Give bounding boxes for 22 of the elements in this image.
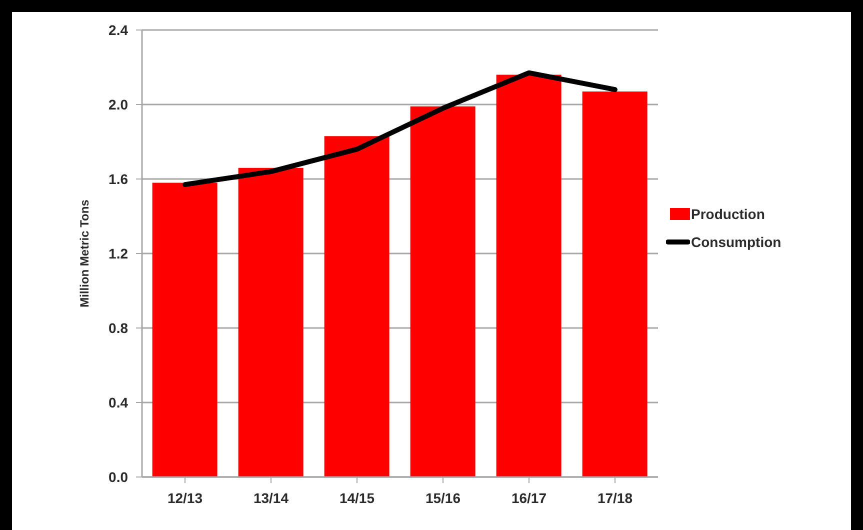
x-tick-label: 13/14 [253,490,289,506]
x-tick-label: 12/13 [167,490,203,506]
bar [324,136,390,477]
bar [238,168,304,477]
x-tick-label: 14/15 [339,490,375,506]
x-tick-label: 15/16 [425,490,461,506]
x-tick-label: 17/18 [597,490,633,506]
y-tick-label: 2.4 [108,22,128,38]
bar [152,182,218,477]
bar [582,91,648,477]
x-tick-label: 16/17 [511,490,547,506]
y-tick-label: 0.0 [108,468,128,485]
y-tick-label: 1.2 [108,245,128,262]
y-tick-label: 0.4 [108,394,128,410]
y-axis-title: Million Metric Tons [77,199,92,308]
legend-label: Production [691,206,765,222]
bar [410,106,476,477]
y-tick-label: 2.0 [108,96,128,112]
legend-label: Consumption [691,234,782,250]
y-tick-label: 1.6 [108,170,128,187]
bar [496,74,562,477]
y-tick-label: 0.8 [108,320,128,336]
